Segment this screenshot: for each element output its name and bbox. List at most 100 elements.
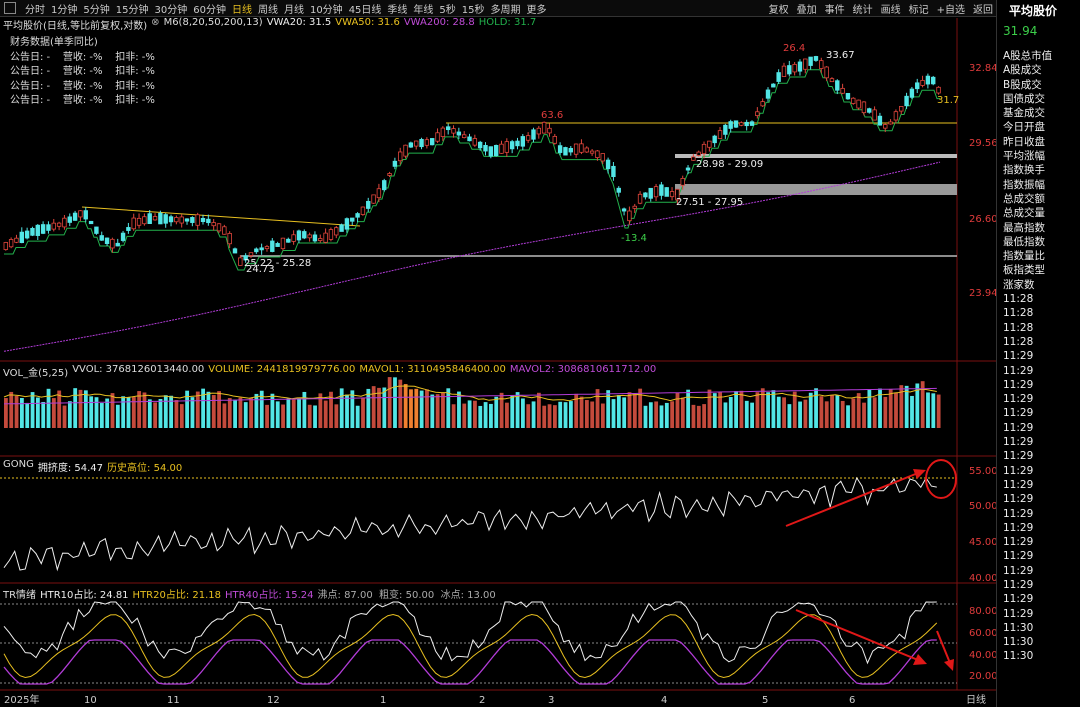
stats-item[interactable]: 指数换手	[1003, 164, 1045, 177]
period-tab[interactable]: 15分钟	[115, 4, 149, 16]
stats-item[interactable]: 11:28	[1003, 335, 1034, 348]
candle	[744, 121, 749, 127]
annot-last: 31.7	[937, 95, 959, 106]
stats-item[interactable]: 板指类型	[1003, 264, 1045, 277]
stats-item[interactable]: 11:29	[1003, 550, 1034, 563]
period-tab[interactable]: 15秒	[461, 4, 485, 16]
stats-item[interactable]: 11:29	[1003, 478, 1034, 491]
volume-bar	[126, 397, 131, 428]
volume-bar	[361, 397, 365, 428]
candle	[302, 231, 307, 239]
toolbar-button[interactable]: 叠加	[796, 4, 817, 16]
volume-bar	[222, 403, 227, 428]
stats-item[interactable]: 11:29	[1003, 607, 1034, 620]
toolbar-button[interactable]: 复权	[768, 4, 789, 16]
stats-item[interactable]: 11:28	[1003, 321, 1034, 334]
stats-item[interactable]: 11:29	[1003, 464, 1034, 477]
settings-icon[interactable]: ⊗	[151, 17, 160, 28]
stats-item[interactable]: 11:29	[1003, 536, 1034, 549]
volume-bar	[670, 401, 675, 428]
stats-item[interactable]: 11:30	[1003, 621, 1034, 634]
period-tab[interactable]: 更多	[526, 4, 547, 16]
toolbar-menu-icon[interactable]	[4, 2, 16, 14]
period-tab[interactable]: 年线	[413, 4, 434, 16]
period-tab[interactable]: 季线	[387, 4, 408, 16]
stats-item[interactable]: 11:29	[1003, 564, 1034, 577]
x-tick: 10	[84, 695, 97, 706]
stats-item[interactable]: 国债成交	[1003, 92, 1045, 105]
stats-item[interactable]: 11:29	[1003, 578, 1034, 591]
toolbar-button[interactable]: 事件	[824, 4, 845, 16]
period-tab[interactable]: 周线	[257, 4, 278, 16]
volume-bar	[174, 400, 179, 428]
stats-item[interactable]: 11:28	[1003, 293, 1034, 306]
toolbar-button[interactable]: 标记	[908, 4, 929, 16]
volume-bar	[430, 394, 435, 428]
volume-bar	[904, 385, 909, 428]
period-tab[interactable]: 30分钟	[154, 4, 188, 16]
candle	[504, 141, 510, 153]
period-tab[interactable]: 多周期	[490, 4, 521, 16]
volume-bar	[915, 383, 920, 428]
stats-item[interactable]: 指数量比	[1003, 250, 1045, 263]
stats-item[interactable]: 总成交额	[1003, 192, 1045, 205]
candle	[355, 213, 360, 218]
stats-item[interactable]: 11:29	[1003, 493, 1034, 506]
period-tab[interactable]: 1分钟	[51, 4, 78, 16]
stats-item[interactable]: 11:29	[1003, 421, 1034, 434]
stats-item[interactable]: 11:29	[1003, 521, 1034, 534]
stats-item[interactable]: 平均涨幅	[1003, 150, 1045, 163]
toolbar-button[interactable]: +自选	[936, 4, 965, 16]
period-tab[interactable]: 45日线	[348, 4, 382, 16]
stats-item[interactable]: 基金成交	[1003, 107, 1045, 120]
candle	[147, 213, 152, 224]
htr10-line	[3, 601, 937, 665]
candle	[936, 86, 941, 94]
stats-item[interactable]: B股成交	[1003, 78, 1042, 91]
stats-item[interactable]: 11:29	[1003, 507, 1034, 520]
stats-item[interactable]: 11:29	[1003, 436, 1034, 449]
stats-item[interactable]: 最低指数	[1003, 235, 1045, 248]
stats-item[interactable]: 11:29	[1003, 407, 1034, 420]
stats-item[interactable]: 总成交量	[1003, 207, 1045, 220]
period-tab[interactable]: 分时	[25, 4, 45, 16]
candle	[605, 159, 611, 170]
volume-bar	[926, 392, 930, 428]
period-tab[interactable]: 5分钟	[83, 4, 110, 16]
toolbar-button[interactable]: 统计	[852, 4, 873, 16]
stats-item[interactable]: 11:29	[1003, 364, 1034, 377]
stats-item[interactable]: 11:29	[1003, 593, 1034, 606]
period-tab[interactable]: 60分钟	[193, 4, 226, 16]
stats-item[interactable]: 涨家数	[1003, 278, 1035, 291]
toolbar-button[interactable]: 返回	[973, 4, 993, 16]
annot-high1: 26.4	[783, 43, 805, 54]
volume-bar	[14, 395, 19, 428]
stats-item[interactable]: 11:30	[1003, 650, 1034, 663]
period-tab[interactable]: 10分钟	[309, 4, 343, 16]
stats-item[interactable]: 11:29	[1003, 393, 1034, 406]
volume-bar	[936, 394, 941, 428]
chart-canvas[interactable]: 32.84 29.56 26.60 23.94 26.4 33.67 63.6 …	[0, 0, 996, 707]
period-tab[interactable]: 日线	[231, 4, 252, 16]
stats-item[interactable]: 昨日收盘	[1003, 135, 1045, 148]
stats-item[interactable]: 11:29	[1003, 350, 1034, 363]
stats-item[interactable]: A股成交	[1003, 64, 1042, 77]
toolbar-button[interactable]: 画线	[880, 4, 901, 16]
volume-bar	[46, 388, 51, 428]
stats-item[interactable]: 今日开盘	[1003, 121, 1045, 134]
stats-item[interactable]: 11:29	[1003, 378, 1034, 391]
stats-item[interactable]: A股总市值	[1003, 50, 1053, 62]
candle	[307, 234, 312, 239]
volume-bar	[675, 392, 680, 428]
period-tab[interactable]: 5秒	[439, 4, 456, 16]
volume-bar	[862, 402, 866, 428]
stats-item[interactable]: 最高指数	[1003, 221, 1045, 234]
stats-item[interactable]: 11:30	[1003, 636, 1034, 649]
period-tab[interactable]: 月线	[283, 4, 304, 16]
candle	[771, 83, 776, 88]
stats-item[interactable]: 指数振幅	[1003, 178, 1045, 191]
stats-item[interactable]: 11:29	[1003, 450, 1034, 463]
period-label[interactable]: 日线	[966, 693, 986, 706]
candle	[323, 232, 328, 243]
stats-item[interactable]: 11:28	[1003, 307, 1034, 320]
